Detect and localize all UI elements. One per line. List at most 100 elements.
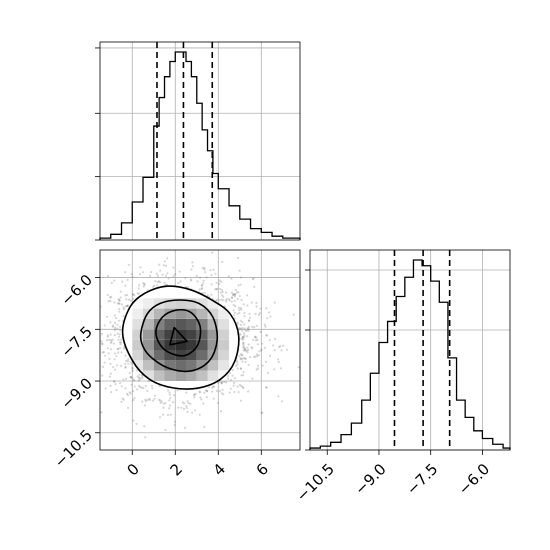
scatter-point <box>141 375 144 378</box>
scatter-point <box>165 264 168 267</box>
scatter-point <box>268 311 271 314</box>
scatter-point <box>211 386 214 389</box>
scatter-point <box>272 344 275 347</box>
scatter-point <box>198 288 201 291</box>
scatter-point <box>231 293 234 297</box>
scatter-point <box>261 411 264 414</box>
scatter-point <box>125 298 128 301</box>
scatter-point <box>259 330 262 334</box>
scatter-point <box>126 278 129 281</box>
scatter-point <box>106 339 109 342</box>
density-cell <box>153 360 165 371</box>
scatter-point <box>158 263 161 266</box>
scatter-point <box>159 269 162 272</box>
scatter-point <box>100 342 103 345</box>
scatter-point <box>269 315 272 318</box>
scatter-point <box>242 338 245 341</box>
scatter-point <box>118 347 122 350</box>
density-cell <box>143 319 154 330</box>
scatter-point <box>265 386 268 389</box>
scatter-point <box>247 390 250 393</box>
scatter-point <box>182 407 186 410</box>
density-cell <box>175 360 187 371</box>
scatter-point <box>120 351 123 354</box>
scatter-point <box>113 321 117 324</box>
scatter-point <box>225 297 228 301</box>
density-cell <box>164 360 176 371</box>
scatter-point <box>247 343 250 346</box>
scatter-point <box>210 274 213 277</box>
scatter-point <box>241 354 244 357</box>
scatter-point <box>273 368 276 371</box>
scatter-point <box>113 352 117 355</box>
scatter-point <box>162 264 165 267</box>
scatter-point <box>227 275 230 278</box>
scatter-point <box>233 311 236 314</box>
scatter-point <box>199 276 202 279</box>
scatter-point <box>187 402 190 405</box>
scatter-point <box>133 397 136 400</box>
scatter-point <box>237 306 240 309</box>
scatter-point <box>242 371 245 374</box>
scatter-point <box>107 300 110 303</box>
scatter-point <box>218 380 221 383</box>
scatter-point <box>193 409 197 412</box>
scatter-point <box>277 360 280 364</box>
scatter-point <box>261 342 264 345</box>
scatter-point <box>203 291 206 294</box>
scatter-point <box>240 353 243 356</box>
scatter-point <box>264 325 267 328</box>
scatter-point <box>139 266 142 269</box>
scatter-point <box>101 351 104 354</box>
scatter-point <box>95 292 97 294</box>
scatter-point <box>202 282 205 285</box>
scatter-point <box>126 305 129 308</box>
scatter-point <box>234 288 238 292</box>
scatter-point <box>117 335 121 338</box>
scatter-point <box>281 400 284 403</box>
scatter-point <box>230 296 233 299</box>
scatter-point <box>251 377 254 380</box>
joint-density-panel: 0 2 4 6 −6.0 −7.5 −9.0 −10.5 <box>51 249 301 480</box>
scatter-point <box>225 381 228 384</box>
scatter-point <box>110 340 113 343</box>
scatter-point <box>166 413 170 417</box>
scatter-point <box>131 390 135 393</box>
scatter-point <box>137 376 140 379</box>
scatter-point <box>166 272 169 275</box>
scatter-point <box>243 311 246 314</box>
scatter-point <box>130 375 133 379</box>
density-cell <box>143 360 154 371</box>
density-cell <box>175 370 187 381</box>
scatter-point <box>203 425 206 428</box>
joint-y-tick-label-2: −9.0 <box>58 374 96 412</box>
scatter-point <box>122 378 125 381</box>
scatter-point <box>205 390 208 393</box>
scatter-point <box>185 404 188 408</box>
scatter-point <box>131 367 134 370</box>
density-cell <box>153 339 165 350</box>
scatter-point <box>241 321 244 324</box>
scatter-point <box>247 327 250 330</box>
scatter-point <box>86 371 88 373</box>
scatter-point <box>243 334 246 337</box>
scatter-point <box>232 293 235 296</box>
scatter-point <box>244 348 247 352</box>
density-cell <box>186 370 197 381</box>
scatter-point <box>246 327 249 330</box>
scatter-point <box>162 402 165 405</box>
scatter-point <box>186 400 189 403</box>
scatter-point <box>214 272 217 275</box>
scatter-point <box>233 390 236 394</box>
scatter-point <box>220 280 223 283</box>
scatter-point <box>120 364 123 368</box>
scatter-point <box>241 360 244 363</box>
x-tick-label-p1-2: 4 <box>210 460 229 479</box>
scatter-point <box>160 400 163 403</box>
scatter-point <box>230 378 233 381</box>
scatter-point <box>107 352 110 355</box>
scatter-point <box>205 276 208 279</box>
density-cell <box>153 308 165 319</box>
contour-core <box>169 326 188 346</box>
scatter-point <box>235 364 238 367</box>
